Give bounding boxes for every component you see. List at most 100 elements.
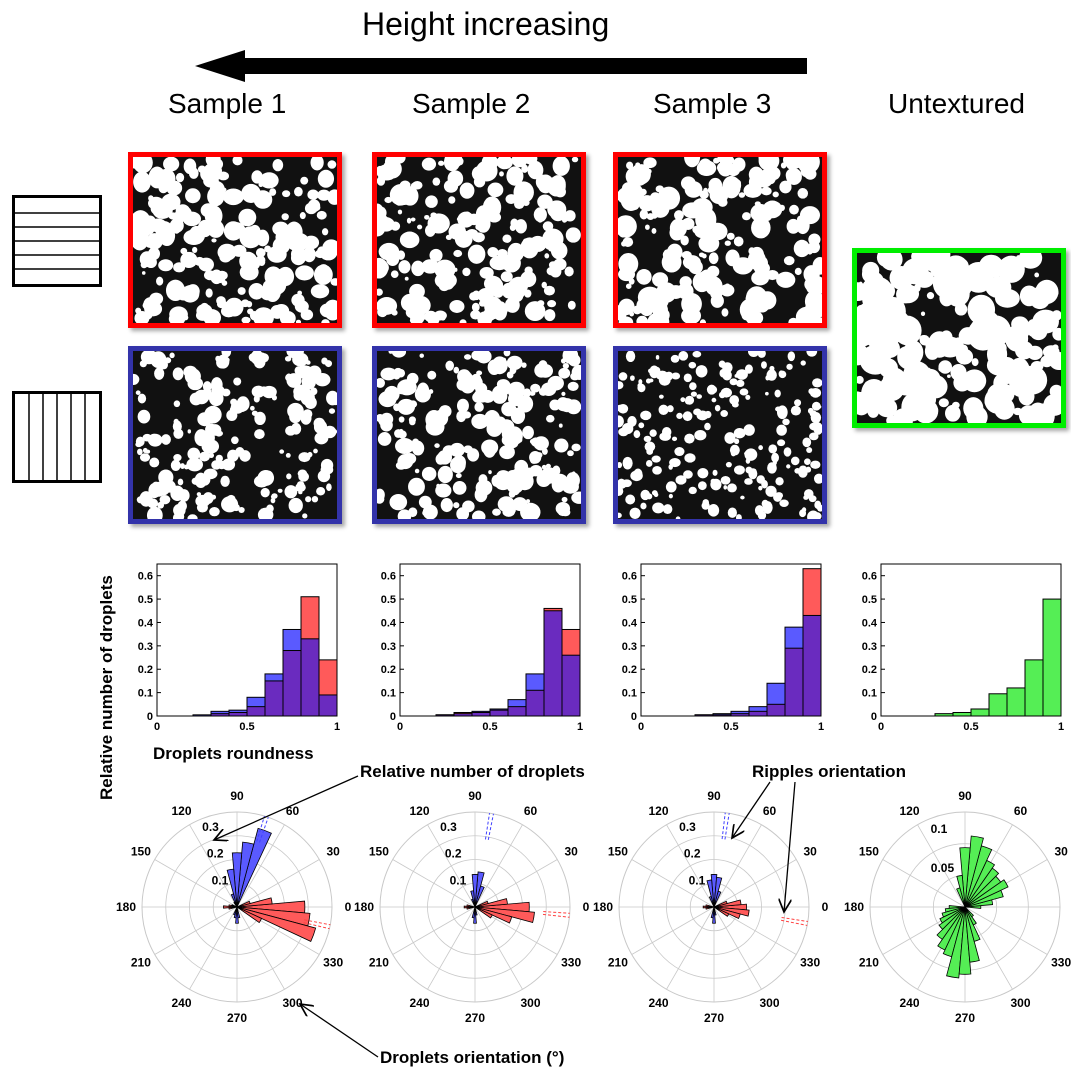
column-title-sample-2: Sample 2 (412, 88, 531, 119)
polar-bar (471, 898, 476, 908)
polar-spoke (236, 859, 320, 908)
droplets-image (377, 157, 581, 323)
y-tick-label: 0 (390, 711, 396, 723)
y-tick-label: 0 (871, 711, 877, 723)
r-tick-label: 0.1 (931, 822, 948, 836)
angle-tick-label: 210 (608, 956, 628, 970)
y-tick-label: 0.4 (862, 617, 878, 629)
polar-bar (946, 906, 966, 979)
polar-bar (236, 906, 241, 919)
polar-spoke (427, 824, 476, 908)
angle-tick-label: 270 (465, 1011, 485, 1025)
y-tick-label: 0.2 (138, 664, 153, 676)
x-tick-label: 0 (397, 721, 403, 733)
polar-bar (233, 906, 238, 916)
bar-overlap (282, 650, 302, 717)
image-untextured (852, 248, 1066, 428)
droplets-image (618, 157, 822, 323)
r-tick-label: 0.1 (689, 873, 706, 887)
angle-tick-label: 330 (1051, 956, 1071, 970)
angle-tick-label: 150 (859, 845, 879, 859)
angle-tick-label: 120 (171, 804, 191, 818)
image-sample-2-vertical (372, 346, 586, 524)
polar-spoke (882, 859, 966, 908)
histogram-panels: 0 0.1 0.2 0.3 0.4 0.5 0.6 0 0.5 1 0 0.1 0.2 0.3 0.4 0.5… (138, 563, 1064, 733)
bar (1042, 598, 1062, 717)
polar-bar (474, 906, 493, 919)
polar-spoke (917, 824, 966, 908)
angle-tick-label: 60 (524, 804, 538, 818)
angle-tick-label: 270 (955, 1011, 975, 1025)
angle-tick-label: 240 (899, 996, 919, 1010)
bar (952, 711, 972, 717)
y-tick-label: 0.1 (862, 688, 877, 700)
polar-bar (705, 906, 715, 910)
polar-bar (705, 904, 715, 908)
vertical-ripples-icon (12, 391, 102, 483)
x-tick-label: 1 (818, 721, 824, 733)
image-sample-3-horizontal (613, 152, 827, 328)
histogram-4: 0 0.1 0.2 0.3 0.4 0.5 0.6 0 0.5 1 (862, 563, 1064, 733)
angle-tick-label: 330 (800, 956, 820, 970)
angle-tick-label: 240 (648, 996, 668, 1010)
polar-plot-3: 0 30 60 90 120 150 180 210 240 270 300 330 0.1 0.2 0.3 (593, 789, 829, 1025)
polar-spoke (631, 906, 715, 955)
image-sample-2-horizontal (372, 152, 586, 328)
polar-spoke (392, 859, 476, 908)
polar-bar (236, 841, 255, 908)
polar-spoke (474, 859, 558, 908)
y-tick-label: 0.3 (622, 641, 637, 653)
polar-panels: 03060901201501802102402703003300.10.20.3… (116, 789, 1071, 1025)
angle-tick-label: 90 (230, 789, 244, 803)
bar-overlap (471, 711, 491, 717)
polar-bar (471, 874, 479, 908)
r-tick-label: 0.1 (212, 873, 229, 887)
bar-overlap (766, 703, 786, 717)
bar-overlap (561, 654, 581, 717)
y-tick-label: 0.4 (381, 617, 397, 629)
angle-tick-label: 30 (1054, 845, 1068, 859)
y-tick-label: 0.3 (138, 641, 153, 653)
y-tick-label: 0.6 (138, 571, 153, 583)
polar-bar (958, 906, 972, 975)
angle-tick-label: 60 (1014, 804, 1028, 818)
y-tick-label: 0.1 (138, 688, 153, 700)
polar-bar (231, 852, 243, 908)
image-sample-1-horizontal (128, 152, 342, 328)
y-tick-label: 0 (147, 711, 153, 723)
y-tick-label: 0.6 (862, 571, 877, 583)
y-tick-label: 0.1 (622, 688, 637, 700)
x-tick-label: 0.5 (723, 721, 738, 733)
x-tick-label: 1 (334, 721, 340, 733)
droplets-image (618, 351, 822, 519)
bar (1024, 659, 1044, 717)
x-tick-label: 0.5 (963, 721, 978, 733)
angle-tick-label: 240 (171, 996, 191, 1010)
polar-bar (233, 901, 238, 908)
angle-tick-label: 180 (844, 900, 864, 914)
bar-overlap (543, 610, 563, 717)
polar-spoke (713, 906, 762, 990)
bar-overlap (228, 711, 248, 717)
droplets-image (133, 157, 337, 323)
polar-spoke (154, 859, 238, 908)
angle-tick-label: 150 (369, 845, 389, 859)
polar-spoke (713, 824, 762, 908)
y-tick-label: 0.2 (622, 664, 637, 676)
polar-spoke (392, 906, 476, 955)
bar-overlap (318, 694, 338, 717)
polar-bar (474, 900, 489, 908)
angle-tick-label: 0 (583, 900, 590, 914)
angle-tick-label: 210 (859, 956, 879, 970)
polar-bar (964, 879, 1009, 908)
bar-overlap (784, 647, 804, 717)
histogram-3: 0 0.1 0.2 0.3 0.4 0.5 0.6 0 0.5 1 (622, 563, 824, 733)
histogram-2: 0 0.1 0.2 0.3 0.4 0.5 0.6 0 0.5 1 (381, 563, 583, 733)
r-tick-label: 0.1 (450, 873, 467, 887)
ripple-orientation-line (304, 919, 331, 926)
polar-bar (471, 906, 476, 919)
angle-tick-label: 270 (704, 1011, 724, 1025)
polar-spoke (666, 824, 715, 908)
angle-tick-label: 30 (326, 845, 340, 859)
polar-bar (710, 874, 718, 908)
